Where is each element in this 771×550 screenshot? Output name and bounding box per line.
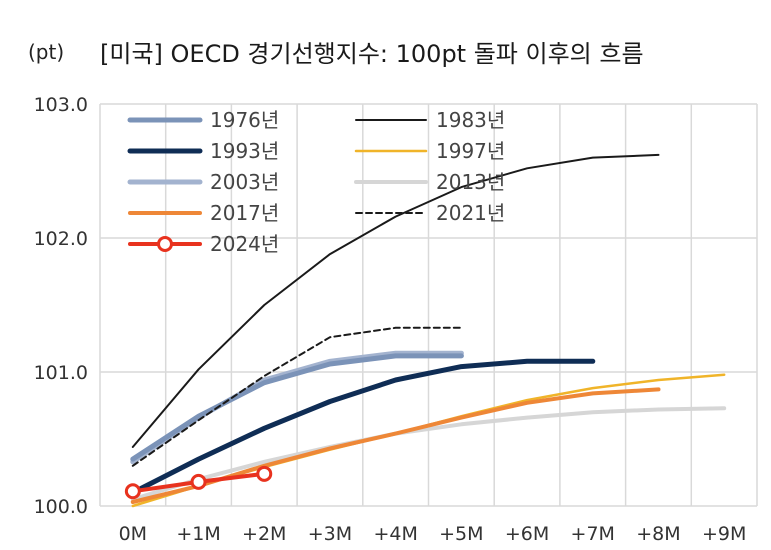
legend-item-2003: 2003년 bbox=[127, 170, 279, 194]
y-tick-label: 103.0 bbox=[34, 94, 88, 116]
series-line-2021 bbox=[131, 326, 463, 467]
y-unit-label: (pt) bbox=[28, 40, 65, 64]
series-line-1993 bbox=[130, 358, 596, 496]
series-layer bbox=[124, 153, 727, 508]
axis-layer: 100.0 101.0 102.0 103.0 0M +1M +2M +3M +4M +5M +6M… bbox=[34, 94, 747, 545]
legend: 1976년 1983년 1993년 1997년 2003년 2013년 2017년 2021년… bbox=[127, 108, 505, 256]
legend-marker bbox=[157, 236, 173, 252]
legend-item-2024: 2024년 bbox=[128, 232, 279, 256]
legend-item-2017: 2017년 bbox=[128, 201, 279, 225]
series-point-2024 bbox=[190, 473, 207, 490]
legend-item-1976: 1976년 bbox=[127, 108, 279, 132]
series-line-2017 bbox=[130, 387, 661, 504]
legend-item-2013: 2013년 bbox=[354, 170, 505, 194]
legend-label: 2024년 bbox=[210, 232, 279, 256]
x-tick-label: +5M bbox=[439, 523, 483, 545]
legend-label: 1993년 bbox=[210, 139, 279, 163]
legend-label: 1983년 bbox=[436, 108, 505, 132]
series-line-1983 bbox=[131, 153, 660, 448]
x-tick-label: +8M bbox=[636, 523, 680, 545]
legend-label: 2017년 bbox=[210, 201, 279, 225]
series-line-2013 bbox=[130, 406, 727, 502]
x-tick-label: +9M bbox=[702, 523, 746, 545]
x-tick-label: +7M bbox=[571, 523, 615, 545]
x-tick-label: +3M bbox=[308, 523, 352, 545]
legend-item-1997: 1997년 bbox=[354, 139, 505, 163]
x-tick-label: +1M bbox=[176, 523, 220, 545]
legend-label: 2021년 bbox=[436, 201, 505, 225]
y-tick-label: 100.0 bbox=[34, 496, 88, 518]
grid-layer bbox=[99, 103, 758, 507]
legend-item-2021: 2021년 bbox=[355, 201, 505, 225]
x-tick-label: +2M bbox=[242, 523, 286, 545]
series-line-1976 bbox=[130, 353, 464, 462]
legend-item-1993: 1993년 bbox=[127, 139, 279, 163]
series-point-2024 bbox=[124, 483, 141, 500]
chart-title: [미국] OECD 경기선행지수: 100pt 돌파 이후의 흐름 bbox=[100, 40, 644, 68]
legend-label: 2003년 bbox=[210, 170, 279, 194]
legend-label: 2013년 bbox=[436, 170, 505, 194]
x-tick-label: 0M bbox=[119, 523, 147, 545]
y-tick-label: 102.0 bbox=[34, 228, 88, 250]
x-tick-label: +4M bbox=[373, 523, 417, 545]
y-tick-label: 101.0 bbox=[34, 362, 88, 384]
series-point-2024 bbox=[256, 465, 273, 482]
legend-label: 1997년 bbox=[436, 139, 505, 163]
legend-label: 1976년 bbox=[210, 108, 279, 132]
legend-item-1983: 1983년 bbox=[355, 108, 505, 132]
x-tick-label: +6M bbox=[505, 523, 549, 545]
